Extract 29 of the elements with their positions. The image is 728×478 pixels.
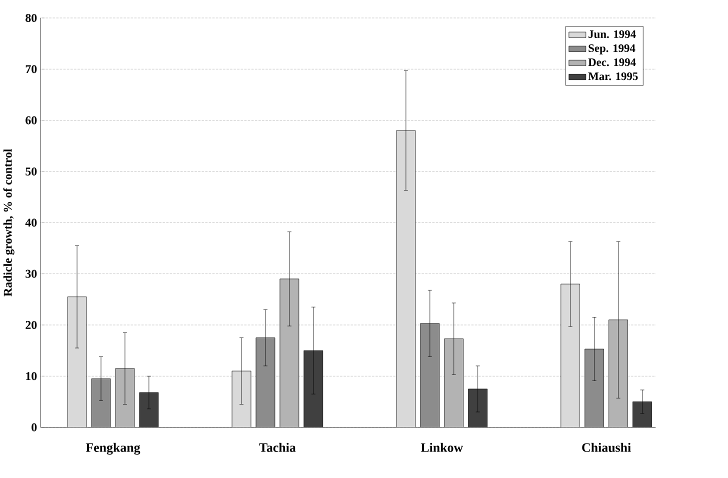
- y-tick-label: 50: [26, 167, 37, 176]
- bar: [560, 284, 580, 428]
- legend-label: Dec. 1994: [588, 58, 636, 66]
- bar: [420, 323, 440, 428]
- bar: [444, 338, 464, 428]
- legend-label: Mar. 1995: [588, 72, 638, 80]
- y-tick-label: 20: [26, 320, 37, 329]
- x-tick-label: Tachia: [259, 442, 296, 452]
- y-tick-label: 40: [25, 218, 37, 227]
- bar: [280, 278, 299, 428]
- y-tick-label: 0: [32, 423, 37, 432]
- bar: [632, 401, 652, 428]
- bar: [256, 338, 275, 428]
- bar: [68, 296, 87, 428]
- x-tick-label: Chiaushi: [582, 442, 631, 452]
- y-tick-label: 80: [26, 14, 37, 22]
- bar: [139, 392, 158, 428]
- bar: [396, 130, 416, 428]
- x-tick-label: Linkow: [420, 442, 463, 452]
- bar: [92, 378, 110, 428]
- y-tick-label: 10: [26, 372, 37, 380]
- legend-label: Sep. 1994: [588, 44, 636, 54]
- y-tick-label: 70: [26, 64, 37, 74]
- bar: [584, 348, 604, 428]
- y-tick-label: 60: [26, 116, 37, 124]
- y-tick-label: 30: [26, 270, 37, 278]
- y-axis-title: Radicle growth, % of control: [3, 148, 14, 296]
- legend-label: Jun. 1994: [588, 30, 636, 38]
- x-tick-label: Fengkang: [86, 442, 140, 455]
